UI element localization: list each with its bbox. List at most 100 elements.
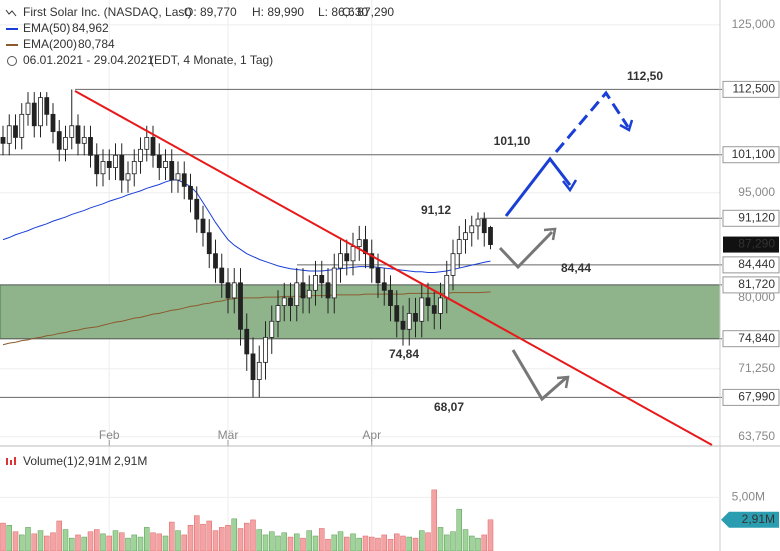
volume-bar	[344, 536, 350, 551]
candle-body	[444, 274, 450, 299]
legend-close: C: 87,290	[342, 5, 394, 19]
candle-body	[88, 137, 93, 156]
level-badge	[722, 80, 780, 98]
candle-body	[75, 125, 81, 144]
volume-bar	[425, 532, 431, 551]
volume-bar	[281, 532, 287, 551]
volume-bar	[6, 525, 12, 551]
trend-line	[74, 90, 713, 446]
volume-bar	[312, 535, 319, 551]
candle-body	[269, 320, 275, 338]
volume-bar	[387, 538, 394, 551]
candle-body	[256, 361, 262, 380]
volume-bar	[469, 535, 475, 551]
candle-body	[263, 336, 268, 363]
legend-low: L: 86,630	[318, 5, 368, 19]
candle-body	[163, 161, 168, 168]
period-note: (EDT, 4 Monate, 1 Tag)	[150, 53, 273, 67]
level-label: 81,720	[738, 277, 775, 291]
annotation: 84,44	[561, 261, 591, 275]
candle-body	[281, 297, 287, 307]
annotation: 74,84	[389, 347, 419, 361]
ema-line	[2, 291, 491, 346]
volume-bar	[325, 538, 331, 551]
volume-bar	[362, 535, 369, 551]
volume-bar	[206, 520, 212, 551]
volume-bar	[250, 519, 256, 551]
volume-bar	[156, 533, 162, 551]
candle-body	[25, 102, 31, 115]
candle-body	[138, 148, 143, 162]
volume-bar	[200, 523, 206, 551]
support-zone	[0, 284, 721, 340]
candle-body	[463, 232, 468, 241]
candle-body	[419, 297, 425, 322]
candle-body	[44, 97, 50, 115]
candle-body	[250, 353, 256, 380]
candle-body	[175, 173, 181, 181]
level-label: 84,440	[738, 257, 775, 271]
candle-body	[363, 239, 368, 255]
volume-bar	[175, 530, 181, 551]
period: 06.01.2021 - 29.04.2021	[23, 53, 154, 67]
candle-body	[288, 297, 293, 307]
candle-body	[431, 305, 437, 314]
volume-bar	[106, 535, 112, 551]
volume-bar	[287, 536, 294, 551]
volume-bar	[181, 534, 187, 551]
candle-body	[0, 137, 6, 144]
volume-bar	[294, 533, 300, 551]
x-tick-label: Mär	[218, 428, 239, 442]
title: First Solar Inc. (NASDAQ, Last)	[23, 5, 192, 19]
y-tick-label: 95,000	[738, 185, 775, 199]
candle-body	[63, 137, 68, 150]
volume-bar	[450, 531, 456, 551]
volume-bar	[12, 531, 19, 551]
arrows	[498, 90, 634, 402]
volume-bar	[306, 530, 312, 551]
level-label: 67,990	[738, 390, 775, 404]
volume-bar	[44, 535, 50, 551]
candle-body	[375, 267, 381, 284]
candle-body	[469, 225, 475, 234]
level-label: 112,500	[733, 82, 776, 96]
volume-icon	[14, 457, 16, 465]
candle-body	[425, 297, 431, 307]
volume-bar	[375, 537, 381, 551]
candle-body	[450, 253, 456, 276]
volume-bar	[25, 527, 31, 551]
candle-body	[144, 137, 150, 150]
x-tick-label: Apr	[362, 428, 381, 442]
volume-bar	[81, 536, 87, 551]
level-badge	[722, 388, 780, 406]
candle-body	[300, 282, 306, 299]
legend-label: EMA(50)	[23, 21, 70, 35]
annotation: 91,12	[421, 203, 451, 217]
level-badge	[722, 209, 780, 227]
volume-bar	[444, 534, 450, 551]
volume-bar	[87, 531, 94, 551]
candle-body	[456, 239, 462, 255]
candle-body	[369, 253, 375, 269]
volume-bar	[400, 535, 406, 551]
candle-body	[344, 253, 350, 262]
annotation: 112,50	[627, 69, 663, 83]
candle-body	[69, 125, 75, 138]
volume-bar	[300, 537, 306, 551]
volume-bar	[419, 530, 425, 551]
volume-bar	[350, 533, 356, 551]
y-tick-label: 5,00M	[732, 490, 765, 504]
volume-bar	[394, 533, 400, 551]
candle-body	[381, 282, 387, 291]
volume-bar	[244, 522, 250, 551]
annotation: 68,07	[434, 400, 464, 414]
volume-bar	[381, 534, 387, 551]
volume-bar	[275, 535, 281, 551]
candle-body	[388, 289, 393, 307]
candle-body	[350, 246, 356, 262]
volume-bar	[462, 529, 469, 551]
candle-body	[106, 161, 112, 168]
candle-body	[13, 125, 18, 138]
annotation: 101,10	[494, 134, 531, 148]
